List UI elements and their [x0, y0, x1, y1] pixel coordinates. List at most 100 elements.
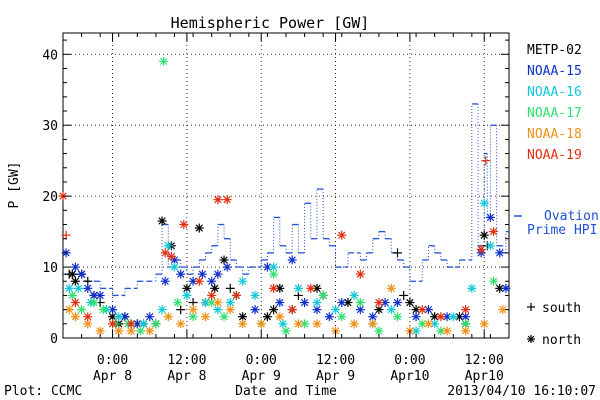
- north-point-marker: [151, 319, 161, 329]
- data-marks: [58, 56, 511, 336]
- north-point-marker: [207, 290, 217, 300]
- north-point-marker: [213, 269, 223, 279]
- x-tick-time: 12:00: [167, 353, 206, 368]
- north-point-marker: [120, 312, 130, 322]
- north-point-marker: [108, 305, 118, 315]
- y-tick-label: 40: [42, 48, 58, 63]
- north-point-marker: [176, 319, 186, 329]
- north-point-marker: [77, 305, 87, 315]
- north-point-marker: [188, 305, 198, 315]
- legend-entry: NOAA-16: [527, 85, 582, 100]
- north-point-marker: [368, 319, 378, 329]
- north-point-marker: [405, 298, 415, 308]
- north-point-marker: [89, 298, 99, 308]
- north-point-marker: [386, 283, 396, 293]
- north-point-marker: [166, 251, 176, 261]
- legend-entry: NOAA-17: [527, 106, 582, 121]
- legend-entry: NOAA-19: [527, 148, 582, 163]
- north-point-marker: [200, 312, 210, 322]
- series-noaa-15: [61, 212, 511, 329]
- north-point-marker: [293, 283, 303, 293]
- north-point-marker: [355, 269, 365, 279]
- y-axis: 0 10 20 30 40: [42, 39, 509, 347]
- north-point-marker: [157, 216, 167, 226]
- north-point-marker: [114, 312, 124, 322]
- north-point-marker: [160, 276, 170, 286]
- north-point-marker: [262, 312, 272, 322]
- north-point-marker: [126, 326, 136, 336]
- north-point-marker: [269, 305, 279, 315]
- north-point-marker: [157, 305, 167, 315]
- x-tick-date: Apr 8: [93, 369, 132, 384]
- north-point-marker: [83, 312, 93, 322]
- north-point-marker: [173, 298, 183, 308]
- legend-entry: NOAA-18: [527, 127, 582, 142]
- north-point-marker: [176, 269, 186, 279]
- north-point-marker: [269, 283, 279, 293]
- north-point-marker: [485, 241, 495, 251]
- north-point-marker: [70, 312, 80, 322]
- series-noaa-16: [64, 198, 495, 336]
- north-point-marker: [300, 298, 310, 308]
- north-point-marker: [219, 312, 229, 322]
- north-point-marker: [213, 195, 223, 205]
- north-point-marker: [70, 276, 80, 286]
- y-tick-label: 10: [42, 261, 58, 276]
- north-point-marker: [318, 290, 328, 300]
- north-point-marker: [213, 298, 223, 308]
- ovation-prime-line: [63, 103, 509, 297]
- north-point-marker: [479, 230, 489, 240]
- north-point-marker: [337, 298, 347, 308]
- north-point-marker: [393, 298, 402, 308]
- north-point-marker: [269, 269, 279, 279]
- x-tick-time: 0:00: [246, 353, 277, 368]
- north-point-marker: [77, 269, 87, 279]
- north-point-marker: [114, 326, 124, 336]
- north-point-marker: [337, 312, 347, 322]
- plot-timestamp: 2013/04/10 16:10:07: [447, 384, 596, 399]
- north-point-marker: [170, 262, 179, 272]
- north-point-marker: [83, 283, 93, 293]
- north-point-marker: [287, 305, 297, 315]
- north-point-marker: [287, 255, 297, 265]
- north-point-marker: [70, 262, 80, 272]
- north-point-marker: [411, 312, 421, 322]
- legend-north-symbol: [527, 335, 535, 343]
- x-tick-date: Apr 9: [316, 369, 355, 384]
- north-point-marker: [238, 276, 248, 286]
- x-tick-time: 0:00: [97, 353, 128, 368]
- north-point-marker: [262, 262, 272, 272]
- north-point-marker: [495, 248, 505, 258]
- north-point-marker: [467, 283, 477, 293]
- south-point-marker: [225, 283, 235, 293]
- north-point-marker: [417, 305, 427, 315]
- north-point-marker: [194, 223, 204, 233]
- north-point-marker: [461, 305, 471, 315]
- north-point-marker: [219, 255, 229, 265]
- y-tick-label: 0: [50, 332, 58, 347]
- north-point-marker: [250, 290, 260, 300]
- north-point-marker: [222, 262, 232, 272]
- north-point-marker: [160, 248, 170, 258]
- north-point-marker: [73, 283, 83, 293]
- legend-entry: METP-02: [527, 43, 582, 58]
- north-point-marker: [495, 283, 505, 293]
- legend-entry: NOAA-15: [527, 64, 582, 79]
- north-point-marker: [386, 305, 396, 315]
- plot-frame: [62, 32, 510, 339]
- north-point-marker: [182, 283, 192, 293]
- north-point-marker: [349, 290, 359, 300]
- north-point-marker: [145, 312, 155, 322]
- north-point-marker: [476, 244, 486, 254]
- north-point-marker: [275, 312, 285, 322]
- north-point-marker: [380, 298, 390, 308]
- north-point-marker: [374, 326, 384, 336]
- north-point-marker: [108, 319, 118, 329]
- legend-north: north: [542, 333, 581, 348]
- legend: METP-02 NOAA-15 NOAA-16 NOAA-17 NOAA-18 NOAA-…: [514, 43, 599, 348]
- north-point-marker: [281, 326, 291, 336]
- north-point-marker: [194, 276, 204, 286]
- north-point-marker: [98, 305, 108, 315]
- legend-ovation-line2: Prime HPI: [527, 223, 597, 238]
- north-point-marker: [231, 290, 241, 300]
